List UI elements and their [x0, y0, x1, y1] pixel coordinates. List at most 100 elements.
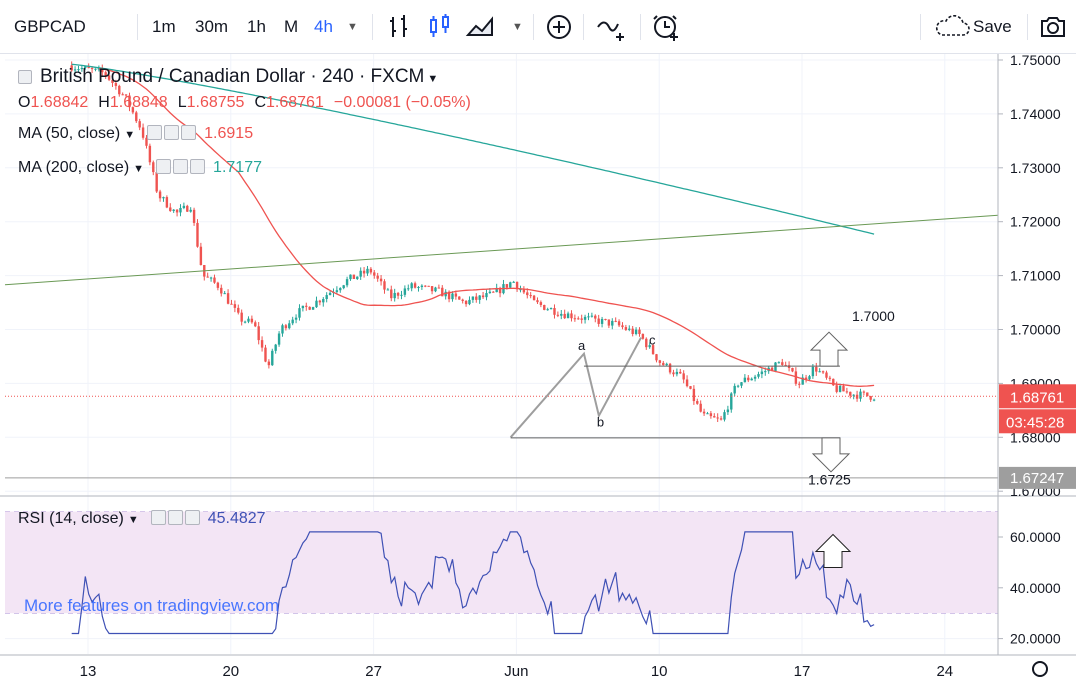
candle-body — [417, 287, 420, 289]
cloud-save-icon[interactable] — [933, 11, 971, 43]
ma50-settings-icon[interactable] — [164, 125, 180, 140]
candle-body — [437, 287, 441, 289]
ma200-remove-icon[interactable] — [190, 159, 206, 174]
ma200-visibility-icon[interactable] — [156, 159, 172, 174]
candle-body — [301, 305, 305, 309]
candle-body — [475, 296, 478, 300]
candle-body — [539, 302, 543, 305]
candle-body — [90, 68, 94, 70]
candle-body — [740, 382, 743, 386]
candle-body — [451, 293, 454, 300]
interval-4h-button[interactable]: 4h — [314, 17, 333, 36]
candle-body — [709, 413, 713, 417]
ma200-settings-icon[interactable] — [173, 159, 189, 174]
candle-body — [515, 281, 519, 290]
candle-body — [356, 276, 359, 279]
candle-body — [777, 362, 781, 364]
candle-body — [424, 285, 427, 287]
rsi-tick-label: 60.0000 — [1010, 529, 1061, 545]
rsi-settings-icon[interactable] — [167, 510, 183, 525]
camera-snapshot-icon[interactable] — [1037, 11, 1069, 43]
candle-body — [230, 303, 233, 305]
ma50-remove-icon[interactable] — [181, 125, 197, 140]
add-indicator-icon[interactable] — [543, 11, 575, 43]
interval-dropdown-icon[interactable]: ▼ — [347, 21, 358, 33]
candle-body — [322, 299, 325, 303]
ma200-legend: MA (200, close) ▼ 1.7177 — [18, 159, 262, 177]
candle-body — [206, 276, 209, 278]
rsi-dropdown-icon[interactable]: ▼ — [127, 514, 139, 526]
interval-m-button[interactable]: M — [284, 17, 299, 36]
candle-body — [386, 289, 390, 291]
toolbar-divider — [640, 14, 641, 40]
watermark-text[interactable]: More features on tradingview.com — [24, 596, 279, 615]
area-chart-style-icon[interactable] — [464, 11, 496, 43]
candle-body — [186, 205, 189, 212]
candle-body — [179, 207, 182, 213]
candle-body — [165, 197, 169, 208]
candle-body — [226, 293, 230, 304]
candle-body — [359, 270, 362, 277]
candle-body — [141, 127, 145, 138]
rsi-remove-icon[interactable] — [184, 510, 200, 525]
candle-body — [702, 411, 706, 414]
candle-body — [264, 347, 267, 362]
candle-body — [784, 364, 787, 366]
candle-body — [682, 373, 685, 380]
candle-body — [298, 308, 301, 318]
candle-body — [794, 371, 798, 384]
ma200-dropdown-icon[interactable]: ▼ — [133, 163, 145, 175]
change-value: −0.00081 (−0.05%) — [333, 94, 471, 111]
symbol-search[interactable]: GBPCAD — [14, 17, 86, 36]
label-c: c — [649, 333, 656, 348]
candle-body — [434, 287, 437, 292]
candle-body — [257, 326, 260, 341]
rsi-tick-label: 20.0000 — [1010, 631, 1061, 647]
ma200-label: MA (200, close) — [18, 159, 130, 176]
candle-body — [461, 299, 464, 301]
candle-body — [753, 376, 757, 379]
candle-body — [213, 277, 216, 283]
alert-clock-icon[interactable] — [650, 11, 682, 43]
rsi-visibility-icon[interactable] — [150, 510, 166, 525]
candle-body — [311, 307, 315, 310]
interval-1m-button[interactable]: 1m — [152, 17, 176, 36]
chart-style-dropdown-icon[interactable]: ▼ — [512, 21, 523, 33]
candle-body — [447, 291, 451, 300]
ma50-visibility-icon[interactable] — [147, 125, 163, 140]
candle-body — [512, 281, 515, 283]
candle-body — [430, 286, 434, 292]
candle-body — [162, 197, 165, 199]
interval-1h-button[interactable]: 1h — [247, 17, 266, 36]
bar-chart-style-icon[interactable] — [384, 11, 416, 43]
candle-body — [118, 85, 121, 95]
candle-body — [260, 340, 264, 348]
interval-30m-button[interactable]: 30m — [195, 17, 229, 36]
candle-body — [291, 319, 294, 324]
save-button[interactable]: Save — [973, 17, 1012, 36]
candle-body — [390, 289, 393, 299]
candle-chart-style-icon[interactable] — [424, 11, 456, 43]
candle-body — [675, 371, 679, 375]
candle-body — [529, 295, 532, 297]
candle-body — [862, 391, 866, 393]
candle-body — [658, 360, 662, 363]
c-label: C — [254, 94, 267, 111]
candle-body — [328, 292, 332, 296]
candle-body — [458, 296, 461, 300]
ma50-legend: MA (50, close) ▼ 1.6915 — [18, 125, 253, 143]
ma50-dropdown-icon[interactable]: ▼ — [124, 129, 136, 141]
candle-body — [845, 391, 849, 393]
candle-body — [764, 371, 767, 373]
candle-body — [791, 368, 794, 372]
candle-body — [655, 354, 658, 361]
candle-body — [413, 283, 417, 288]
compare-symbol-icon[interactable] — [595, 11, 627, 43]
candle-body — [641, 334, 645, 339]
collapse-legend-icon[interactable] — [18, 70, 32, 84]
candle-body — [821, 371, 825, 373]
title-dropdown-icon[interactable]: ▼ — [427, 73, 439, 85]
candle-body — [288, 323, 291, 329]
candle-body — [638, 329, 641, 335]
